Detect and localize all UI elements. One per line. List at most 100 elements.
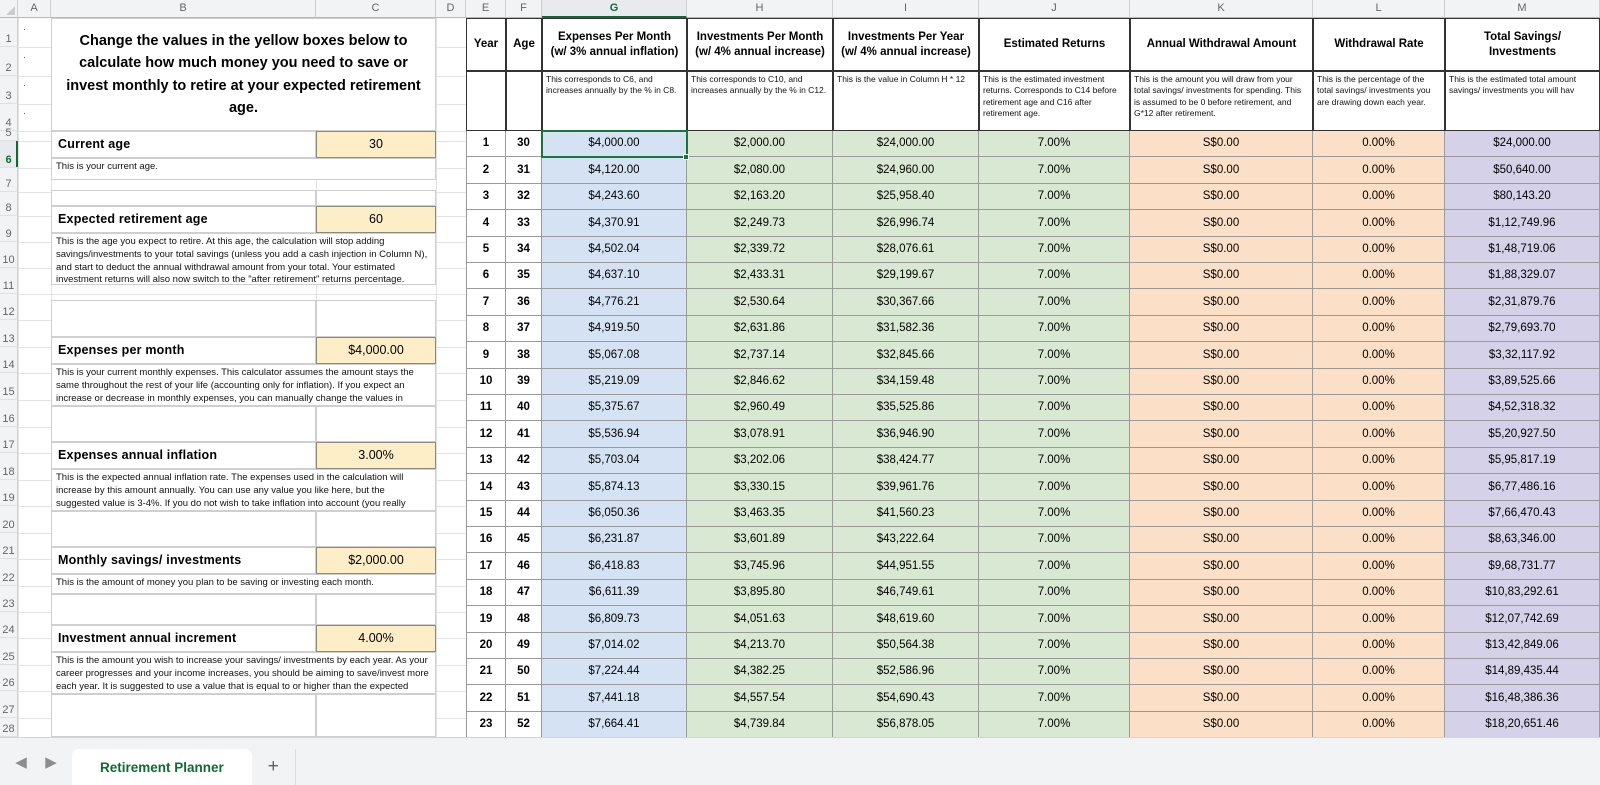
- table-cell-f-17[interactable]: 46: [506, 553, 542, 580]
- row-header-27[interactable]: 27: [0, 691, 18, 718]
- table-cell-e-12[interactable]: 12: [466, 421, 506, 448]
- table-cell-j-14[interactable]: 7.00%: [979, 474, 1130, 501]
- prev-sheet-icon[interactable]: ◀: [15, 753, 27, 771]
- sheet-tab-retirement-planner[interactable]: Retirement Planner: [72, 749, 252, 785]
- table-cell-h-5[interactable]: $2,339.72: [687, 237, 833, 263]
- table-cell-g-20[interactable]: $7,014.02: [542, 633, 687, 659]
- table-cell-i-15[interactable]: $41,560.23: [833, 501, 979, 527]
- table-cell-f-14[interactable]: 43: [506, 474, 542, 501]
- table-cell-e-21[interactable]: 21: [466, 659, 506, 685]
- table-cell-m-3[interactable]: $80,143.20: [1445, 184, 1600, 210]
- table-cell-i-7[interactable]: $30,367.66: [833, 289, 979, 316]
- table-cell-e-1[interactable]: 1: [466, 131, 506, 157]
- table-cell-f-10[interactable]: 39: [506, 369, 542, 395]
- table-cell-f-3[interactable]: 32: [506, 184, 542, 210]
- table-cell-j-12[interactable]: 7.00%: [979, 421, 1130, 448]
- table-cell-i-17[interactable]: $44,951.55: [833, 553, 979, 580]
- table-cell-j-4[interactable]: 7.00%: [979, 210, 1130, 237]
- table-cell-m-22[interactable]: $16,48,386.36: [1445, 685, 1600, 712]
- table-cell-j-19[interactable]: 7.00%: [979, 606, 1130, 633]
- row-header-22[interactable]: 22: [0, 559, 18, 586]
- table-cell-l-13[interactable]: 0.00%: [1313, 448, 1445, 474]
- table-cell-g-12[interactable]: $5,536.94: [542, 421, 687, 448]
- table-cell-f-21[interactable]: 50: [506, 659, 542, 685]
- table-cell-g-16[interactable]: $6,231.87: [542, 527, 687, 553]
- table-cell-l-7[interactable]: 0.00%: [1313, 289, 1445, 316]
- table-cell-f-7[interactable]: 36: [506, 289, 542, 316]
- table-cell-l-18[interactable]: 0.00%: [1313, 580, 1445, 606]
- table-cell-h-20[interactable]: $4,213.70: [687, 633, 833, 659]
- table-cell-m-7[interactable]: $2,31,879.76: [1445, 289, 1600, 316]
- table-cell-j-21[interactable]: 7.00%: [979, 659, 1130, 685]
- table-cell-i-18[interactable]: $46,749.61: [833, 580, 979, 606]
- table-cell-j-8[interactable]: 7.00%: [979, 316, 1130, 342]
- row-header-1[interactable]: 1: [0, 18, 18, 47]
- table-cell-g-13[interactable]: $5,703.04: [542, 448, 687, 474]
- row-header-28[interactable]: 28: [0, 718, 18, 737]
- table-cell-j-18[interactable]: 7.00%: [979, 580, 1130, 606]
- column-header-f[interactable]: F: [506, 0, 542, 18]
- table-cell-i-16[interactable]: $43,222.64: [833, 527, 979, 553]
- column-header-m[interactable]: M: [1445, 0, 1600, 18]
- row-header-2[interactable]: 2: [0, 47, 18, 76]
- empty-b-cell-3[interactable]: [51, 511, 316, 547]
- table-cell-g-14[interactable]: $5,874.13: [542, 474, 687, 501]
- table-cell-k-15[interactable]: S$0.00: [1130, 501, 1313, 527]
- empty-c-cell-2[interactable]: [316, 406, 436, 442]
- table-cell-k-3[interactable]: S$0.00: [1130, 184, 1313, 210]
- table-cell-i-20[interactable]: $50,564.38: [833, 633, 979, 659]
- table-cell-g-9[interactable]: $5,067.08: [542, 342, 687, 369]
- column-header-j[interactable]: J: [979, 0, 1130, 18]
- table-header-e[interactable]: Year: [466, 18, 506, 71]
- row-header-14[interactable]: 14: [0, 347, 18, 373]
- row-header-9[interactable]: 9: [0, 216, 18, 242]
- table-header-i[interactable]: Investments Per Year (w/ 4% annual increa…: [833, 18, 979, 71]
- row-header-11[interactable]: 11: [0, 268, 18, 294]
- column-header-i[interactable]: I: [833, 0, 979, 18]
- table-cell-e-5[interactable]: 5: [466, 237, 506, 263]
- table-cell-h-9[interactable]: $2,737.14: [687, 342, 833, 369]
- table-cell-g-4[interactable]: $4,370.91: [542, 210, 687, 237]
- empty-c-cell-5[interactable]: [316, 694, 436, 737]
- table-cell-l-19[interactable]: 0.00%: [1313, 606, 1445, 633]
- table-cell-e-2[interactable]: 2: [466, 157, 506, 184]
- table-cell-l-10[interactable]: 0.00%: [1313, 369, 1445, 395]
- table-cell-i-22[interactable]: $54,690.43: [833, 685, 979, 712]
- table-cell-k-20[interactable]: S$0.00: [1130, 633, 1313, 659]
- table-cell-f-2[interactable]: 31: [506, 157, 542, 184]
- column-header-k[interactable]: K: [1130, 0, 1313, 18]
- table-cell-l-15[interactable]: 0.00%: [1313, 501, 1445, 527]
- table-cell-f-11[interactable]: 40: [506, 395, 542, 421]
- column-header-h[interactable]: H: [687, 0, 833, 18]
- row-header-21[interactable]: 21: [0, 533, 18, 559]
- table-cell-e-8[interactable]: 8: [466, 316, 506, 342]
- row-header-25[interactable]: 25: [0, 638, 18, 665]
- empty-b-cell-0[interactable]: [51, 190, 316, 206]
- table-cell-e-11[interactable]: 11: [466, 395, 506, 421]
- table-cell-k-4[interactable]: S$0.00: [1130, 210, 1313, 237]
- table-cell-l-2[interactable]: 0.00%: [1313, 157, 1445, 184]
- table-cell-k-2[interactable]: S$0.00: [1130, 157, 1313, 184]
- empty-c-cell-1[interactable]: [316, 300, 436, 337]
- table-cell-k-11[interactable]: S$0.00: [1130, 395, 1313, 421]
- table-cell-k-17[interactable]: S$0.00: [1130, 553, 1313, 580]
- table-cell-g-6[interactable]: $4,637.10: [542, 263, 687, 289]
- table-cell-j-16[interactable]: 7.00%: [979, 527, 1130, 553]
- table-cell-i-8[interactable]: $31,582.36: [833, 316, 979, 342]
- row-header-26[interactable]: 26: [0, 665, 18, 691]
- table-cell-m-16[interactable]: $8,63,346.00: [1445, 527, 1600, 553]
- table-cell-g-17[interactable]: $6,418.83: [542, 553, 687, 580]
- table-cell-e-4[interactable]: 4: [466, 210, 506, 237]
- table-cell-h-2[interactable]: $2,080.00: [687, 157, 833, 184]
- table-cell-m-5[interactable]: $1,48,719.06: [1445, 237, 1600, 263]
- table-cell-m-20[interactable]: $13,42,849.06: [1445, 633, 1600, 659]
- table-cell-i-11[interactable]: $35,525.86: [833, 395, 979, 421]
- table-cell-g-15[interactable]: $6,050.36: [542, 501, 687, 527]
- table-cell-i-3[interactable]: $25,958.40: [833, 184, 979, 210]
- table-cell-j-9[interactable]: 7.00%: [979, 342, 1130, 369]
- table-cell-g-2[interactable]: $4,120.00: [542, 157, 687, 184]
- table-cell-e-19[interactable]: 19: [466, 606, 506, 633]
- fill-handle[interactable]: [683, 154, 689, 160]
- empty-c-cell-3[interactable]: [316, 511, 436, 547]
- row-header-17[interactable]: 17: [0, 427, 18, 453]
